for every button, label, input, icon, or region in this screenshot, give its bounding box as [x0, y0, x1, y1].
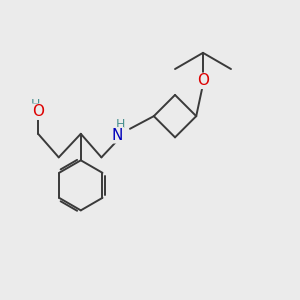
Text: H: H: [31, 98, 40, 111]
Text: O: O: [32, 104, 44, 119]
Text: H: H: [115, 118, 125, 131]
Text: N: N: [112, 128, 123, 143]
Text: O: O: [197, 73, 209, 88]
